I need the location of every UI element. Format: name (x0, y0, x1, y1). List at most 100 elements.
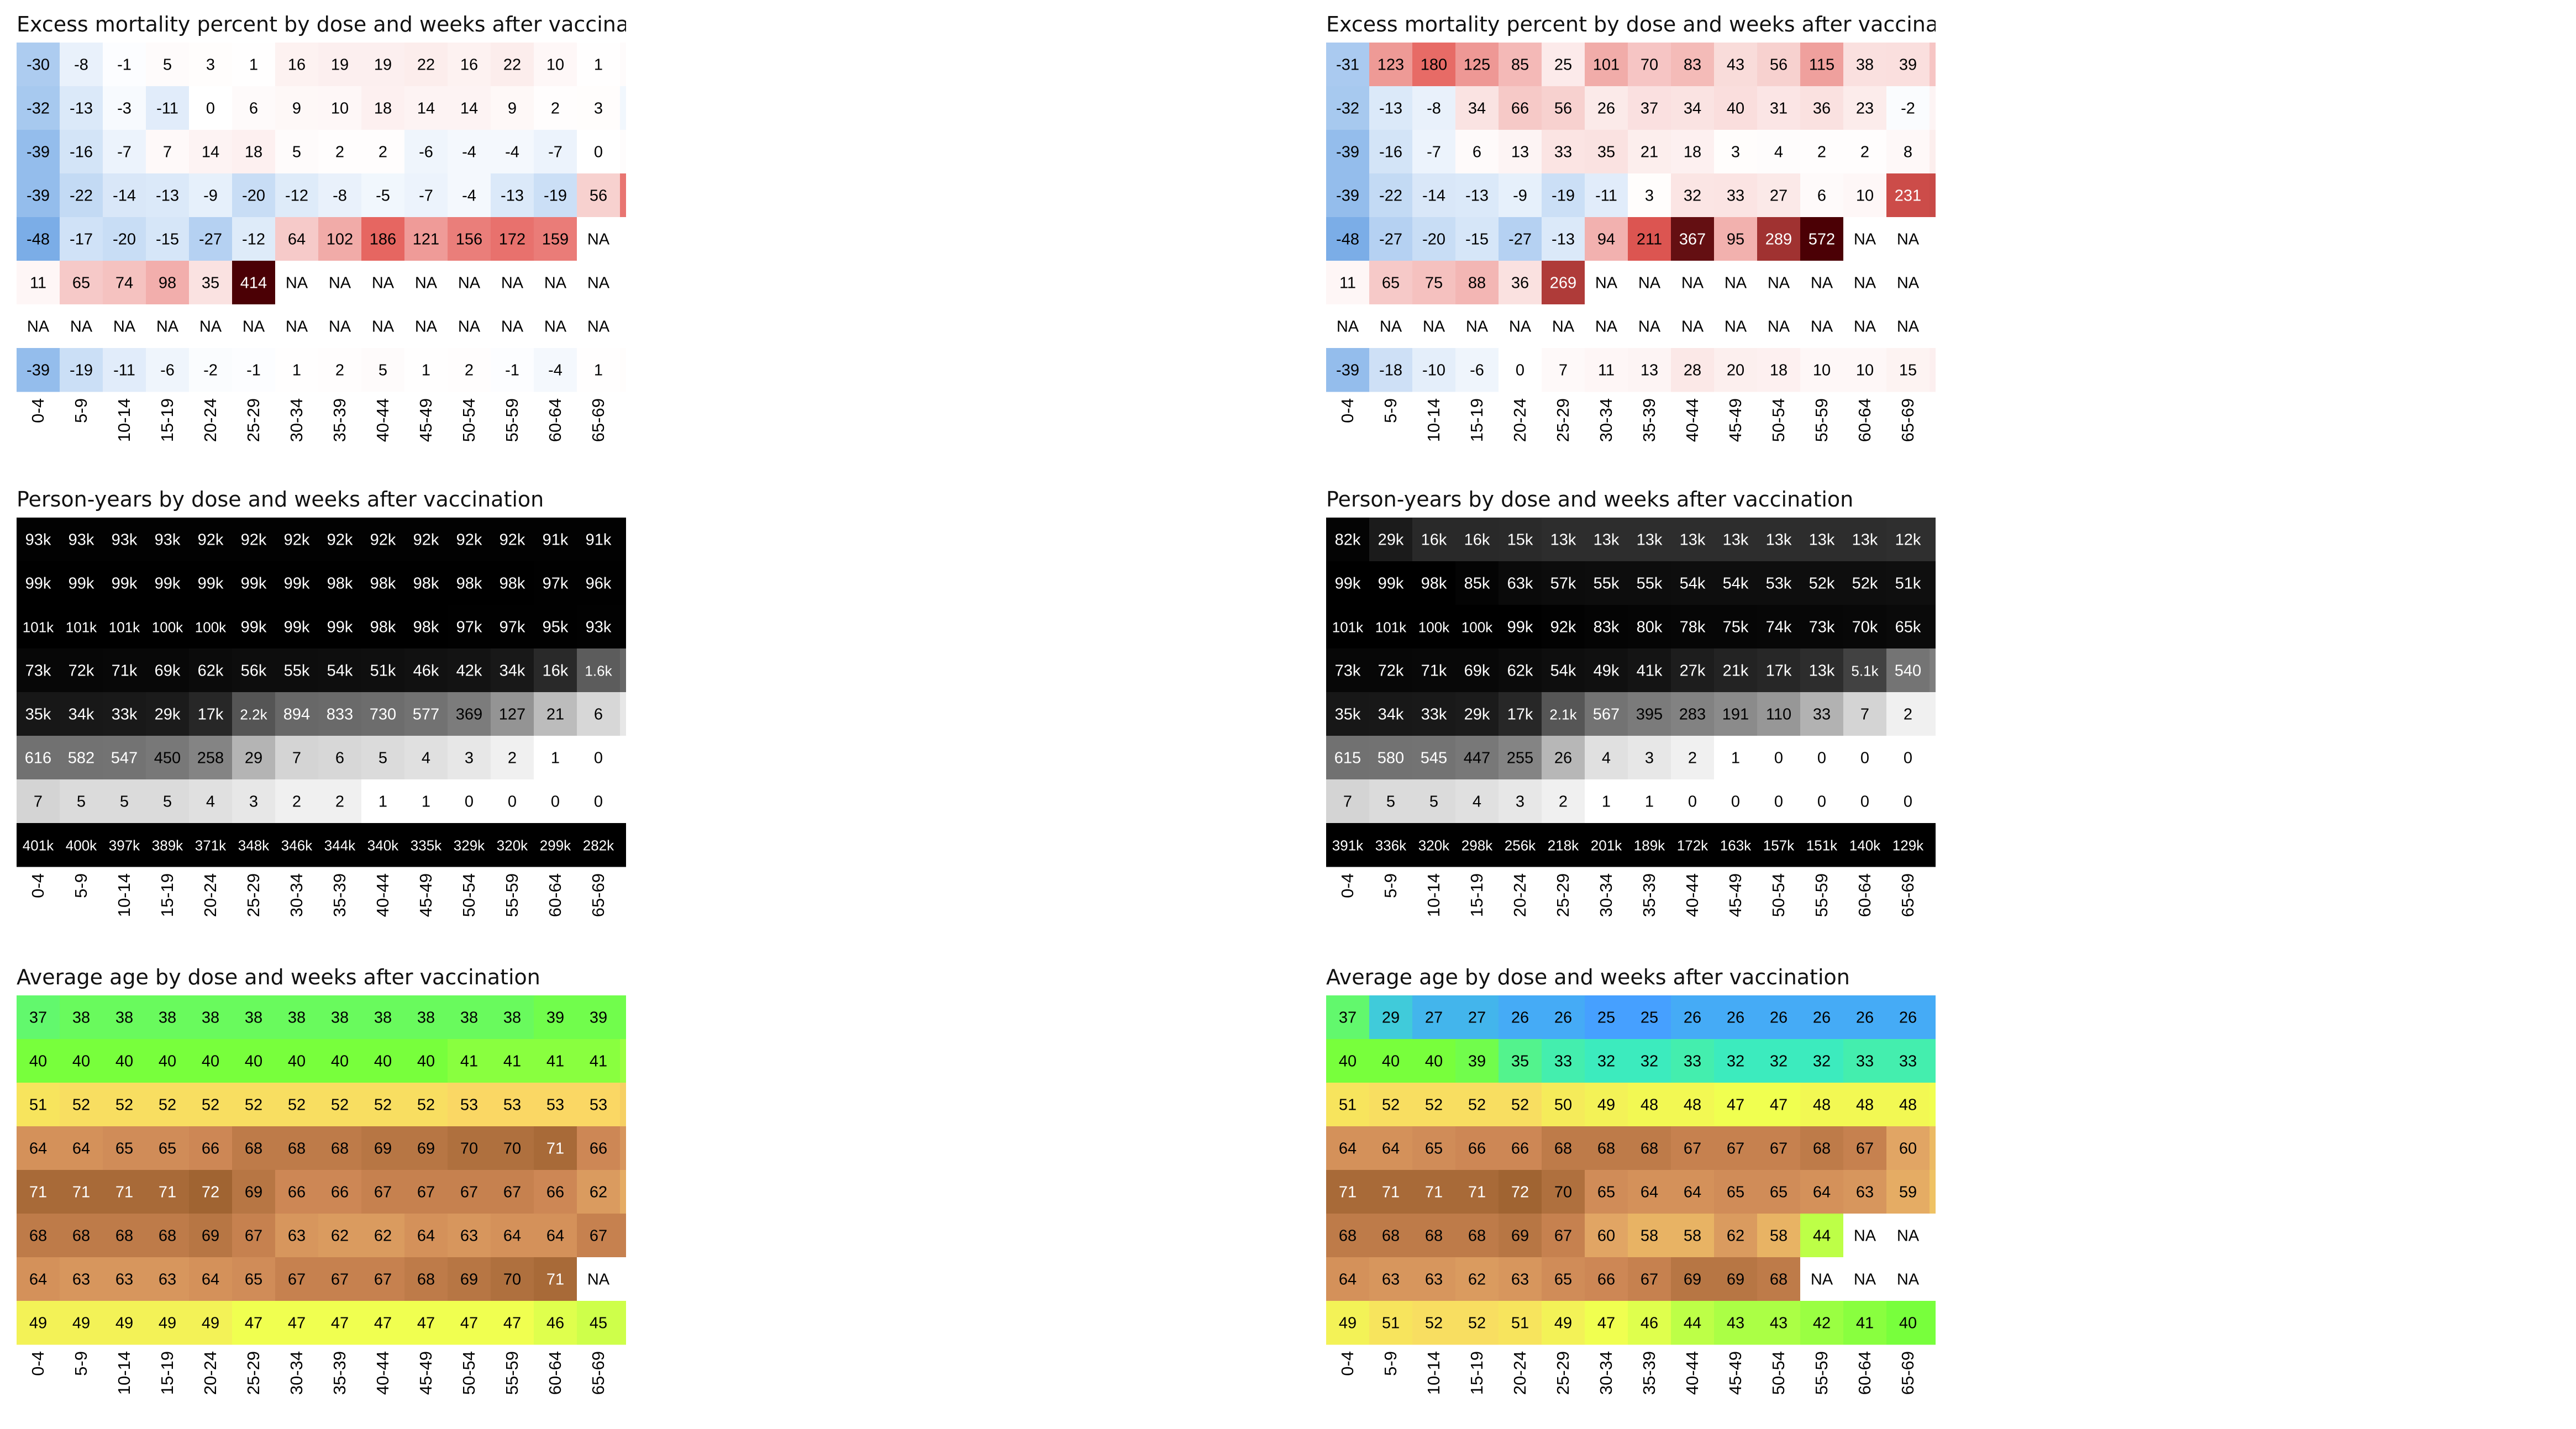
cell-value: 34k (69, 706, 94, 724)
cell-value: 156 (456, 231, 482, 249)
cell-value: 151k (1806, 837, 1838, 854)
cell-value: 21 (1641, 144, 1658, 161)
cell-value: 40 (1899, 1315, 1917, 1332)
cell-value: 72k (1378, 662, 1404, 680)
heatmap-cell (318, 561, 362, 605)
cell-value: 371k (195, 837, 227, 854)
heatmap-cell (17, 823, 60, 867)
cell-value: 65 (1727, 1184, 1744, 1201)
cell-value: 10 (1856, 362, 1874, 379)
cell-value: 25 (1554, 56, 1572, 74)
cell-value: 6 (1817, 187, 1826, 205)
heatmap-cell (60, 261, 103, 305)
cell-value: 4 (206, 793, 215, 811)
cell-value: 68 (1339, 1227, 1357, 1245)
heatmap-cell (361, 1083, 405, 1127)
heatmap-cell (1326, 217, 1370, 261)
heatmap-cell (1757, 1039, 1801, 1083)
cell-value: -20 (242, 187, 265, 205)
heatmap-cell (1326, 561, 1370, 605)
heatmap-cell (448, 823, 491, 867)
cell-value: 56 (1770, 56, 1788, 74)
cell-value: 53k (1766, 575, 1792, 593)
heatmap-cell (577, 692, 621, 736)
heatmap-cell (1585, 995, 1628, 1040)
cell-value: 99k (69, 575, 94, 593)
heatmap-cell (1412, 736, 1456, 780)
cell-value: 51 (1382, 1315, 1400, 1332)
cell-value: 25 (1597, 1009, 1615, 1027)
heatmap-cell (1671, 692, 1715, 736)
cell-value: 186 (370, 231, 396, 249)
cell-value: 100k (195, 619, 227, 636)
heatmap-cell (1542, 217, 1585, 261)
heatmap-cell (275, 130, 319, 174)
cell-value: 299k (540, 837, 571, 854)
cell-value: 45 (590, 1315, 607, 1332)
column-label: 40-44 (1683, 398, 1702, 442)
heatmap-cell (275, 1257, 319, 1301)
cell-value: 70 (1554, 1184, 1572, 1201)
cell-value: NA (1854, 275, 1876, 292)
cell-value: 400k (66, 837, 97, 854)
heatmap-cell (1455, 648, 1499, 693)
heatmap-cell (1455, 1126, 1499, 1170)
heatmap-cell (361, 304, 405, 349)
cell-value: 0 (508, 793, 517, 811)
heatmap-cell (1412, 779, 1456, 824)
cell-value: 63k (1507, 575, 1533, 593)
heatmap-cell (1585, 43, 1628, 87)
cell-value: 67 (331, 1271, 349, 1289)
heatmap-cell (1800, 173, 1844, 218)
heatmap-cell (534, 86, 577, 130)
cell-value: 64 (29, 1271, 47, 1289)
column-label: 25-29 (244, 873, 263, 917)
heatmap-cell (1326, 1301, 1370, 1345)
heatmap-cell (1930, 130, 1936, 174)
heatmap-cell (318, 1039, 362, 1083)
heatmap-cell (1757, 779, 1801, 824)
cell-value: 0 (206, 100, 215, 118)
heatmap-cell (1757, 605, 1801, 649)
heatmap-cell (1326, 823, 1370, 867)
cell-value: -14 (113, 187, 136, 205)
cell-value: -39 (1336, 144, 1359, 161)
heatmap-cell (361, 1257, 405, 1301)
cell-value: 26 (1770, 1009, 1788, 1027)
heatmap-cell (1800, 1170, 1844, 1214)
cell-value: 20 (1727, 362, 1744, 379)
cell-value: 52 (417, 1096, 435, 1114)
heatmap-cell (620, 648, 626, 693)
cell-value: 833 (327, 706, 353, 724)
heatmap-cell (146, 130, 190, 174)
cell-value: 83k (1594, 619, 1620, 636)
column-label: 45-49 (1726, 1351, 1745, 1395)
cell-value: 43 (1727, 56, 1744, 74)
heatmap-cell (404, 173, 448, 218)
heatmap-cell (1757, 692, 1801, 736)
column-label: 60-64 (545, 873, 565, 917)
cell-value: -7 (419, 187, 433, 205)
heatmap-cell (232, 1170, 276, 1214)
heatmap-cell (1930, 304, 1936, 349)
cell-value: 98k (456, 575, 482, 593)
heatmap-cell (189, 648, 233, 693)
column-label: 65-69 (588, 398, 608, 442)
heatmap-cell (1628, 130, 1671, 174)
heatmap-cell (189, 823, 233, 867)
heatmap-cell (1455, 1257, 1499, 1301)
heatmap-cell (232, 648, 276, 693)
cell-value: 39 (1899, 56, 1917, 74)
cell-value: 65k (1895, 619, 1921, 636)
cell-value: NA (1897, 318, 1920, 336)
cell-value: 52 (1382, 1096, 1400, 1114)
heatmap-cell (146, 648, 190, 693)
cell-value: 69 (1511, 1227, 1529, 1245)
cell-value: -27 (1379, 231, 1402, 249)
heatmap-cell (1757, 1301, 1801, 1345)
cell-value: 38 (202, 1009, 219, 1027)
cell-value: NA (415, 318, 438, 336)
cell-value: 78k (1680, 619, 1706, 636)
heatmap-cell (1714, 692, 1758, 736)
heatmap-cell (1326, 261, 1370, 305)
